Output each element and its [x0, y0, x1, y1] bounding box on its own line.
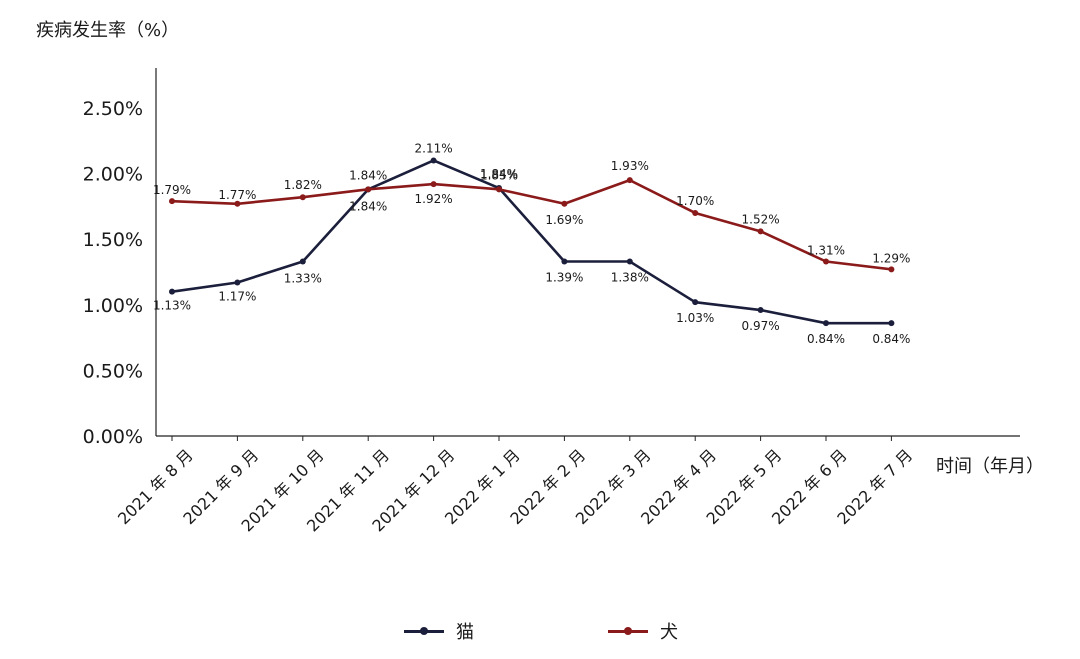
data-label-0: 1.03%: [676, 311, 714, 325]
data-point-1: [757, 228, 764, 235]
legend-item-cat: 猫: [404, 618, 474, 644]
data-point-1: [823, 258, 829, 265]
series-line-0: [171, 159, 892, 325]
legend-swatch-dog: [608, 626, 648, 635]
data-point-0: [823, 320, 829, 327]
legend-swatch-cat: [404, 626, 444, 635]
data-point-0: [561, 258, 568, 265]
data-label-1: 1.77%: [218, 188, 256, 202]
data-label-1: 1.29%: [872, 251, 910, 265]
data-label-0: 0.84%: [807, 332, 845, 346]
data-label-0: 0.84%: [872, 332, 910, 346]
x-axis-title: 时间（年月）: [936, 456, 1044, 477]
data-point-1: [430, 181, 437, 188]
data-label-1: 1.70%: [676, 194, 714, 208]
legend-label-cat: 猫: [456, 622, 474, 643]
y-tick-label: 1.50%: [83, 229, 143, 251]
data-point-1: [626, 177, 633, 184]
y-tick-label: 0.50%: [83, 360, 143, 382]
data-point-0: [757, 307, 764, 314]
data-point-1: [234, 200, 241, 207]
data-point-0: [626, 258, 633, 265]
data-point-0: [299, 258, 306, 265]
data-label-0: 0.97%: [742, 319, 780, 333]
data-label-1: 1.84%: [349, 199, 387, 213]
data-point-1: [299, 194, 306, 201]
data-label-1: 1.52%: [742, 212, 780, 226]
data-label-0: 1.84%: [349, 168, 387, 182]
y-tick-label: 2.00%: [83, 164, 143, 186]
data-label-1: 1.79%: [153, 183, 191, 197]
data-label-1: 1.92%: [415, 192, 453, 206]
data-point-1: [561, 200, 568, 207]
data-point-0: [692, 299, 699, 306]
data-point-0: [888, 320, 895, 327]
data-label-1: 1.82%: [284, 178, 322, 192]
data-label-0: 1.38%: [611, 271, 649, 285]
data-point-1: [365, 186, 372, 193]
data-label-0: 1.84%: [480, 167, 518, 181]
data-label-1: 1.93%: [611, 159, 649, 173]
y-tick-label: 2.50%: [83, 98, 143, 120]
y-axis-title: 疾病发生率（%）: [36, 20, 180, 41]
data-point-1: [692, 209, 699, 216]
data-point-1: [496, 186, 502, 193]
data-point-0: [430, 157, 437, 164]
data-label-0: 2.11%: [415, 141, 453, 155]
data-point-1: [169, 198, 175, 205]
data-label-0: 1.17%: [218, 289, 256, 303]
data-label-0: 1.33%: [284, 272, 322, 286]
data-label-0: 1.39%: [545, 271, 583, 285]
legend-label-dog: 犬: [660, 622, 678, 643]
legend-item-dog: 犬: [608, 618, 678, 644]
data-label-1: 1.69%: [545, 213, 583, 227]
data-point-0: [234, 279, 241, 286]
y-tick-label: 0.00%: [83, 426, 143, 448]
data-point-0: [169, 288, 175, 295]
data-label-1: 1.31%: [807, 244, 845, 258]
data-label-0: 1.13%: [153, 299, 191, 313]
series-line-1: [171, 178, 892, 271]
data-point-1: [888, 266, 895, 273]
data-label-1: 1.85%: [480, 168, 518, 182]
y-tick-label: 1.00%: [83, 295, 143, 317]
